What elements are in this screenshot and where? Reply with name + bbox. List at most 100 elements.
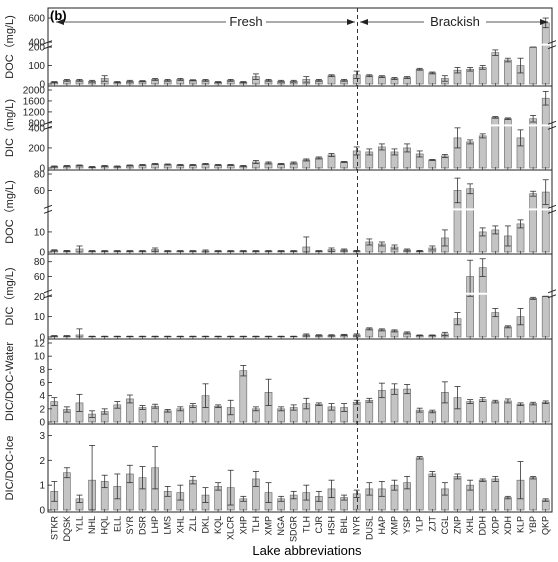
x-tick-label: XMP xyxy=(390,516,400,536)
x-tick-label: KQL xyxy=(213,516,223,534)
fresh-arrow-left-head xyxy=(56,19,64,25)
x-tick-label: YBP xyxy=(528,516,538,534)
axis-break-mark xyxy=(547,120,557,125)
bar xyxy=(504,326,512,338)
y-tick-label: 20 xyxy=(34,292,46,303)
bar xyxy=(214,405,222,423)
bar xyxy=(478,67,487,85)
y-axis-label: DOC（mg/L) xyxy=(3,15,16,79)
bar xyxy=(189,405,197,423)
y-axis-label: DIC/DOC-Ice xyxy=(4,436,16,501)
axis-break-mark xyxy=(547,294,557,299)
panel-frame xyxy=(47,423,553,513)
fresh-arrow-right-head xyxy=(347,19,355,25)
x-tick-label: KLP xyxy=(516,516,526,533)
bar xyxy=(428,72,437,85)
bar xyxy=(529,193,537,253)
y-tick-label: 0 xyxy=(39,80,45,91)
x-tick-label: YLL xyxy=(75,516,85,532)
y-axis-label: DIC（mg/L) xyxy=(3,99,16,157)
panel-3: 0 10 60 80 DOC（mg/L) xyxy=(3,169,557,259)
y-tick-label: 1600 xyxy=(23,96,46,107)
chart-panels: 0100200400600DOC（mg/L)020040080012001600… xyxy=(3,7,557,543)
panel-frame xyxy=(47,253,553,340)
x-tick-label: SDGR xyxy=(289,516,299,543)
figure-overlay: (b) Fresh Brackish Lake abbreviations xyxy=(50,8,548,558)
x-tick-label: XDH xyxy=(503,516,513,535)
bar xyxy=(478,399,487,423)
x-tick-label: ZNP xyxy=(453,516,463,534)
panel-4: 0 10 20 60 80 DIC（mg/L) xyxy=(3,253,557,344)
x-tick-label: NGA xyxy=(276,516,286,536)
panel-label: (b) xyxy=(50,8,67,23)
x-tick-label: DKL xyxy=(201,516,211,534)
bar xyxy=(415,457,424,511)
bar xyxy=(327,154,336,169)
panel-6: 0 1 2 3 DIC/DOC-Ice xyxy=(4,423,553,517)
x-tick-label: XHL xyxy=(465,516,475,534)
y-tick-label: 400 xyxy=(28,38,45,49)
x-axis-title: Lake abbreviations xyxy=(252,543,362,558)
x-tick-label: ZLL xyxy=(188,516,198,532)
x-tick-label: XDP xyxy=(490,516,500,535)
x-tick-label: NYR xyxy=(352,516,362,536)
x-tick-label: YLP xyxy=(415,516,425,533)
y-tick-label: 200 xyxy=(28,143,45,154)
bar xyxy=(478,267,487,338)
x-tick-label: HSH xyxy=(327,516,337,535)
y-tick-label: 10 xyxy=(34,227,46,238)
y-tick-label: 60 xyxy=(34,272,46,283)
x-tick-label: HAP xyxy=(377,516,387,535)
bar xyxy=(504,497,512,511)
axis-break-mark xyxy=(547,204,557,209)
bar xyxy=(63,472,71,511)
bar xyxy=(541,22,550,85)
panel-frame xyxy=(47,169,553,255)
y-tick-label: 2000 xyxy=(23,86,46,97)
x-tick-label: ELL xyxy=(112,516,122,532)
y-axis-label: DIC（mg/L) xyxy=(3,267,16,325)
bar xyxy=(189,479,197,511)
axis-break-mark xyxy=(43,209,53,214)
y-tick-label: 6 xyxy=(39,378,45,389)
y-tick-label: 10 xyxy=(34,352,46,363)
x-tick-label: TLH xyxy=(301,516,311,533)
y-tick-label: 0 xyxy=(39,333,45,344)
bar xyxy=(491,478,500,511)
bar xyxy=(529,403,537,423)
brackish-arrow-left-head xyxy=(360,19,368,25)
bar xyxy=(491,52,500,85)
bar xyxy=(541,401,550,423)
bar xyxy=(491,401,500,423)
y-tick-label: 100 xyxy=(28,61,45,72)
region-label-brackish: Brackish xyxy=(430,14,480,29)
bar xyxy=(453,476,462,511)
bar xyxy=(365,399,374,423)
y-tick-label: 0 xyxy=(39,248,45,259)
y-tick-label: 400 xyxy=(28,123,45,134)
x-tick-label: XLCR xyxy=(226,516,236,541)
x-tick-label: QKP xyxy=(541,516,551,535)
x-tick-label: HQL xyxy=(100,516,110,535)
bar xyxy=(466,401,474,423)
x-tick-label: XMP xyxy=(264,516,274,536)
y-axis-label: DIC/DOC-Water xyxy=(4,342,16,421)
x-tick-label: NHL xyxy=(87,516,97,534)
bar xyxy=(239,370,248,423)
x-tick-label: CJR xyxy=(314,516,324,534)
x-tick-label: TLH xyxy=(251,516,261,533)
bar xyxy=(529,46,537,85)
x-tick-label: DSR xyxy=(138,516,148,536)
bar xyxy=(315,157,323,169)
region-label-fresh: Fresh xyxy=(229,14,262,29)
x-tick-label: SYR xyxy=(125,516,135,535)
axis-break-mark xyxy=(547,40,557,45)
y-tick-label: 4 xyxy=(39,391,45,402)
axis-break-mark xyxy=(547,209,557,214)
x-tick-label: ZJT xyxy=(427,516,437,532)
y-tick-label: 200 xyxy=(28,43,45,54)
y-tick-label: 0 xyxy=(39,418,45,429)
x-tick-label: CGL xyxy=(440,516,450,535)
